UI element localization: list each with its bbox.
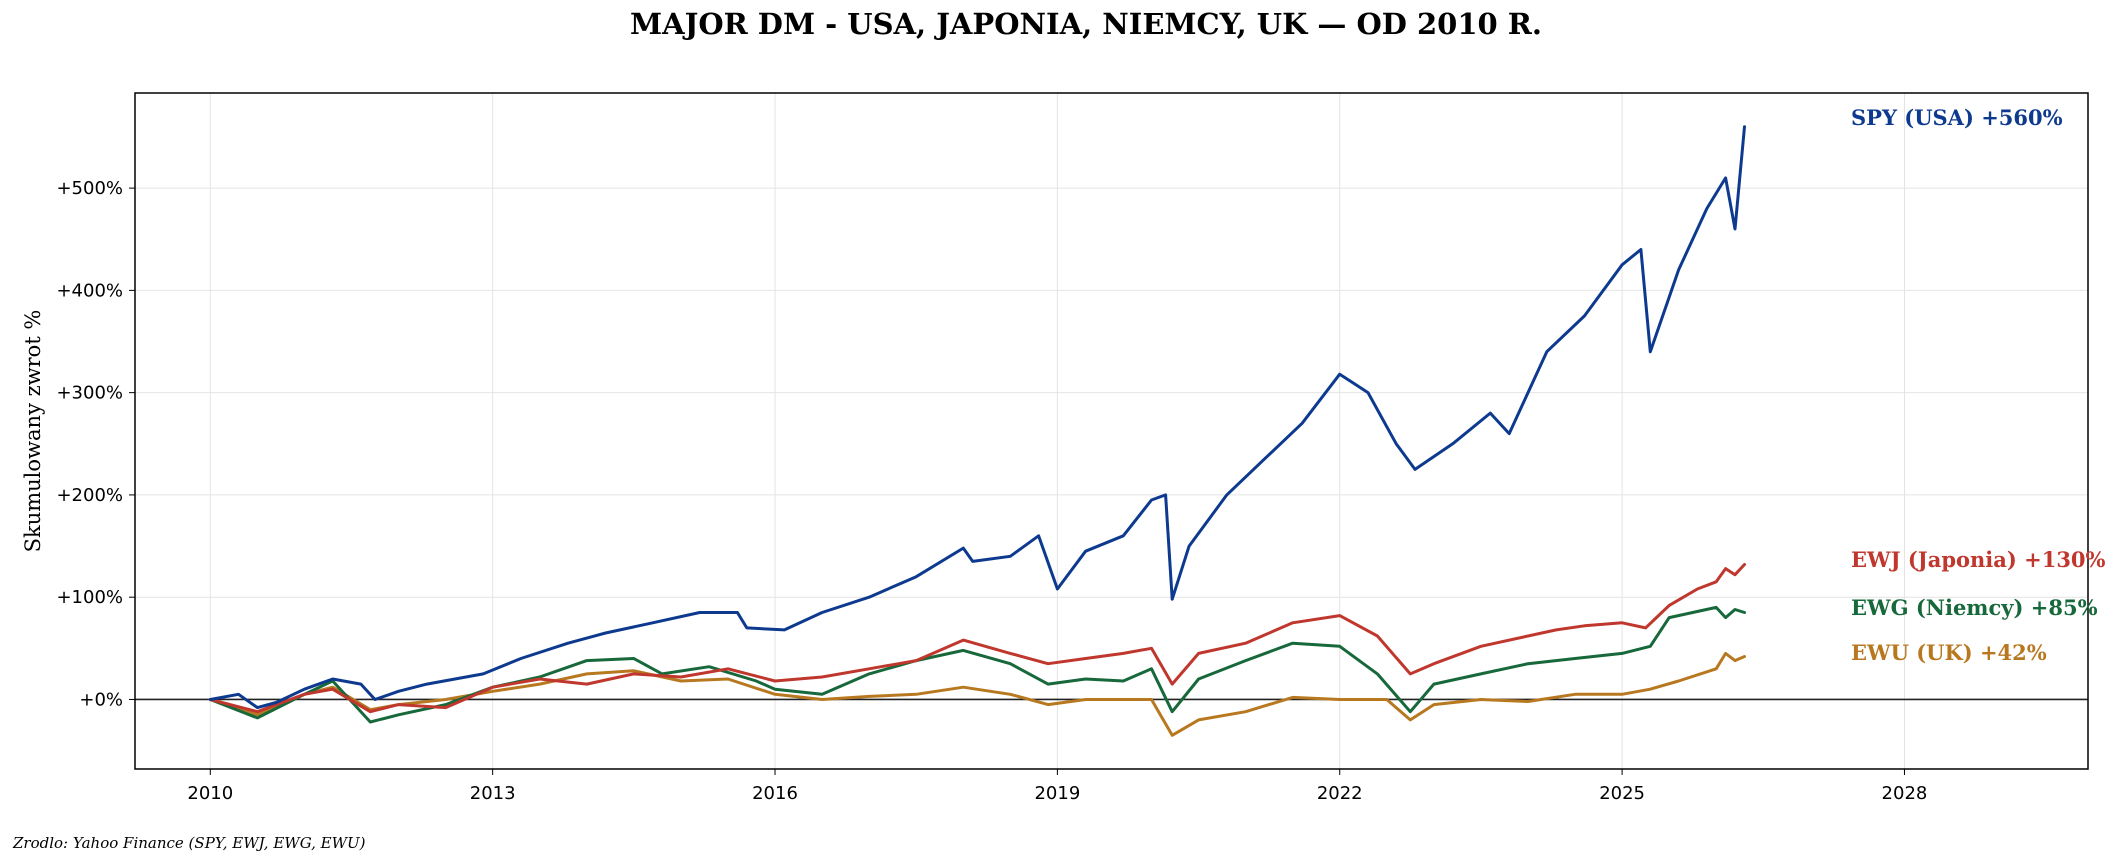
series-end-labels: SPY (USA) +560% EWJ (Japonia) +130% EWG (N… [1851, 105, 2106, 665]
source-note: Zrodlo: Yahoo Finance (SPY, EWJ, EWG, EW… [12, 834, 366, 852]
series-end-label: EWG (Niemcy) +85% [1851, 595, 2098, 620]
series-lines [208, 125, 1746, 737]
y-axis: +0% +100% +200% +300% +400% +500% [56, 178, 135, 710]
x-tick-label: 2019 [1034, 783, 1080, 804]
y-tick-label: +100% [56, 587, 123, 608]
plot-area [135, 93, 2088, 769]
series-end-label: EWU (UK) +42% [1851, 640, 2047, 665]
x-axis: 2010 2013 2016 2019 2022 2025 2028 [187, 769, 1927, 804]
y-tick-label: +400% [56, 280, 123, 301]
y-axis-label: Skumulowany zwrot % [21, 310, 45, 553]
chart-title: MAJOR DM - USA, JAPONIA, NIEMCY, UK — OD… [630, 7, 1542, 41]
y-tick-label: +500% [56, 178, 123, 199]
grid-lines [135, 93, 2088, 769]
x-tick-label: 2013 [470, 783, 516, 804]
x-tick-label: 2022 [1317, 783, 1363, 804]
y-tick-label: +200% [56, 485, 123, 506]
x-tick-label: 2028 [1882, 783, 1928, 804]
x-tick-label: 2010 [187, 783, 233, 804]
y-tick-label: +0% [79, 689, 123, 710]
series-line-0 [208, 125, 1746, 710]
y-tick-label: +300% [56, 383, 123, 404]
series-end-label: SPY (USA) +560% [1851, 105, 2063, 130]
x-tick-label: 2016 [752, 783, 798, 804]
series-line-1 [208, 563, 1746, 714]
series-end-label: EWJ (Japonia) +130% [1851, 547, 2106, 572]
plot-frame [134, 92, 2089, 770]
x-tick-label: 2025 [1599, 783, 1645, 804]
